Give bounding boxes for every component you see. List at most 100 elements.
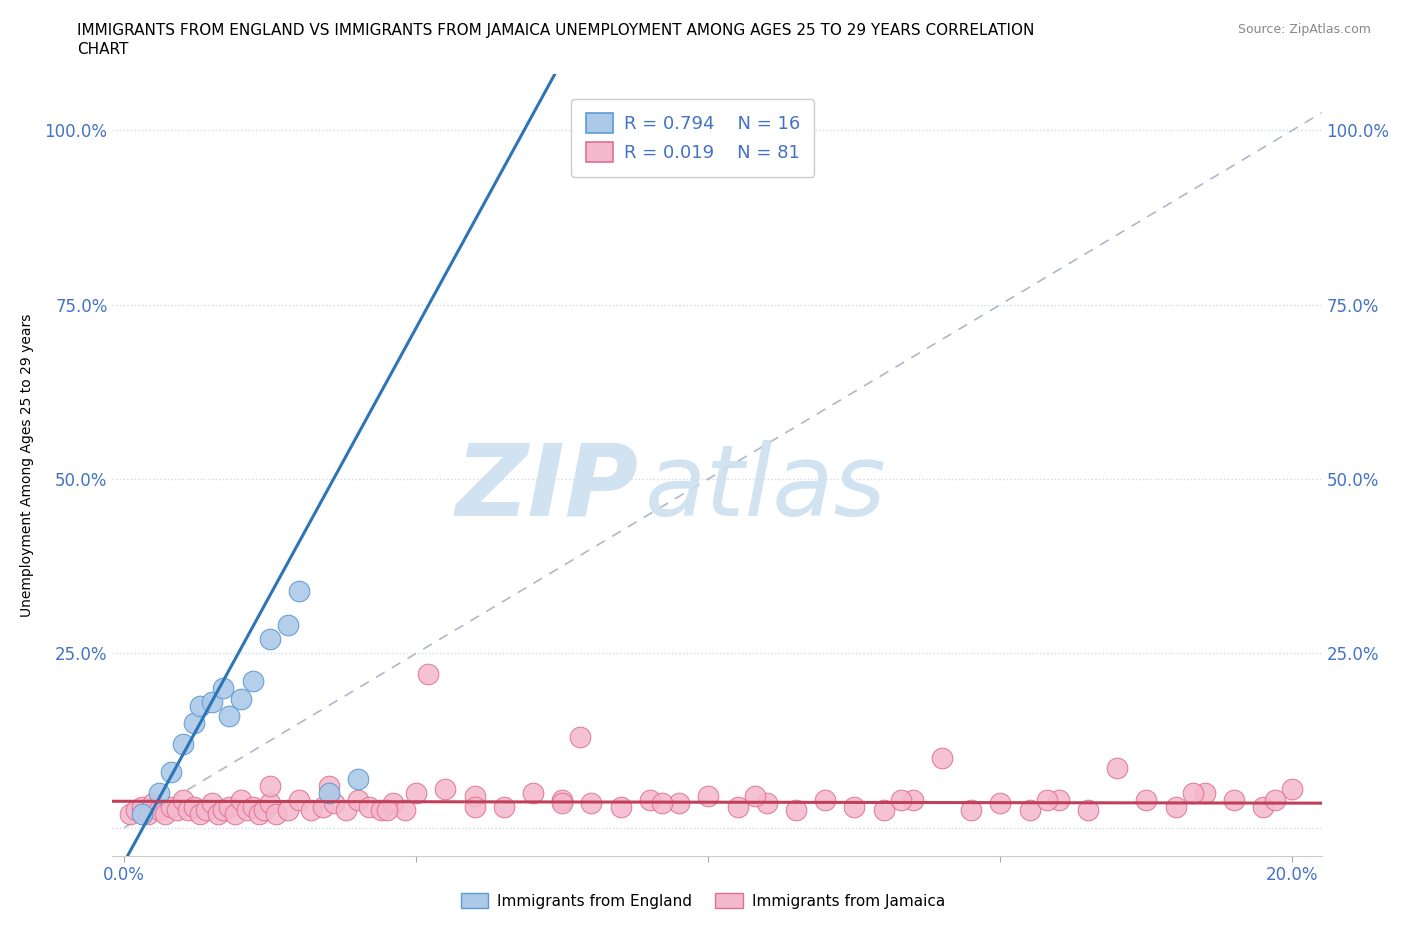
Point [172, 792, 194, 807]
Point [183, 716, 205, 731]
Point [375, 803, 398, 817]
Point [229, 792, 252, 807]
Point [312, 800, 335, 815]
Point [118, 806, 141, 821]
Point [247, 806, 270, 821]
Point [727, 800, 749, 815]
Point [264, 806, 287, 821]
Point [277, 618, 299, 633]
Point [381, 796, 404, 811]
Point [1135, 792, 1157, 807]
Point [960, 803, 983, 817]
Y-axis label: Unemployment Among Ages 25 to 29 years: Unemployment Among Ages 25 to 29 years [20, 313, 34, 617]
Point [201, 695, 224, 710]
Legend: R = 0.794    N = 16, R = 0.019    N = 81: R = 0.794 N = 16, R = 0.019 N = 81 [571, 100, 814, 177]
Point [218, 709, 240, 724]
Point [160, 764, 183, 779]
Point [1264, 792, 1286, 807]
Point [668, 796, 690, 811]
Point [697, 789, 720, 804]
Point [492, 800, 515, 815]
Point [125, 803, 148, 817]
Point [1281, 782, 1303, 797]
Point [346, 772, 368, 787]
Point [148, 803, 170, 817]
Point [212, 681, 235, 696]
Point [988, 796, 1011, 811]
Point [323, 796, 346, 811]
Point [194, 803, 217, 817]
Legend: Immigrants from England, Immigrants from Jamaica: Immigrants from England, Immigrants from… [454, 886, 952, 915]
Point [166, 803, 188, 817]
Point [224, 806, 246, 821]
Point [394, 803, 416, 817]
Point [1223, 792, 1246, 807]
Point [1047, 792, 1070, 807]
Point [872, 803, 894, 817]
Point [785, 803, 807, 817]
Point [318, 778, 340, 793]
Point [318, 785, 340, 800]
Point [1077, 803, 1099, 817]
Point [218, 800, 240, 815]
Point [814, 792, 837, 807]
Point [148, 785, 170, 800]
Point [242, 800, 264, 815]
Text: CHART: CHART [77, 42, 129, 57]
Point [1107, 761, 1129, 776]
Text: ZIP: ZIP [456, 440, 638, 537]
Point [172, 737, 194, 751]
Point [212, 803, 235, 817]
Point [288, 792, 311, 807]
Point [142, 796, 165, 811]
Point [160, 800, 183, 815]
Point [207, 806, 229, 821]
Point [651, 796, 673, 811]
Point [1194, 785, 1216, 800]
Point [744, 789, 766, 804]
Point [568, 729, 591, 744]
Point [551, 796, 574, 811]
Point [416, 667, 439, 682]
Point [890, 792, 912, 807]
Point [242, 673, 264, 688]
Point [638, 792, 661, 807]
Point [201, 796, 224, 811]
Point [288, 583, 311, 598]
Point [755, 796, 778, 811]
Point [844, 800, 866, 815]
Point [277, 803, 299, 817]
Point [434, 782, 457, 797]
Point [370, 803, 392, 817]
Text: Source: ZipAtlas.com: Source: ZipAtlas.com [1237, 23, 1371, 36]
Point [136, 806, 159, 821]
Point [464, 789, 486, 804]
Point [464, 800, 486, 815]
Text: IMMIGRANTS FROM ENGLAND VS IMMIGRANTS FROM JAMAICA UNEMPLOYMENT AMONG AGES 25 TO: IMMIGRANTS FROM ENGLAND VS IMMIGRANTS FR… [77, 23, 1035, 38]
Point [236, 803, 259, 817]
Point [551, 792, 574, 807]
Point [259, 796, 281, 811]
Point [346, 792, 368, 807]
Point [229, 691, 252, 706]
Point [299, 803, 322, 817]
Point [1182, 785, 1205, 800]
Point [609, 800, 631, 815]
Point [259, 778, 281, 793]
Point [131, 806, 153, 821]
Point [405, 785, 427, 800]
Point [183, 800, 205, 815]
Point [259, 632, 281, 647]
Text: atlas: atlas [644, 440, 886, 537]
Point [1018, 803, 1040, 817]
Point [1036, 792, 1059, 807]
Point [153, 806, 176, 821]
Point [931, 751, 953, 765]
Point [581, 796, 603, 811]
Point [1164, 800, 1187, 815]
Point [188, 698, 211, 713]
Point [901, 792, 924, 807]
Point [131, 800, 153, 815]
Point [522, 785, 544, 800]
Point [177, 803, 200, 817]
